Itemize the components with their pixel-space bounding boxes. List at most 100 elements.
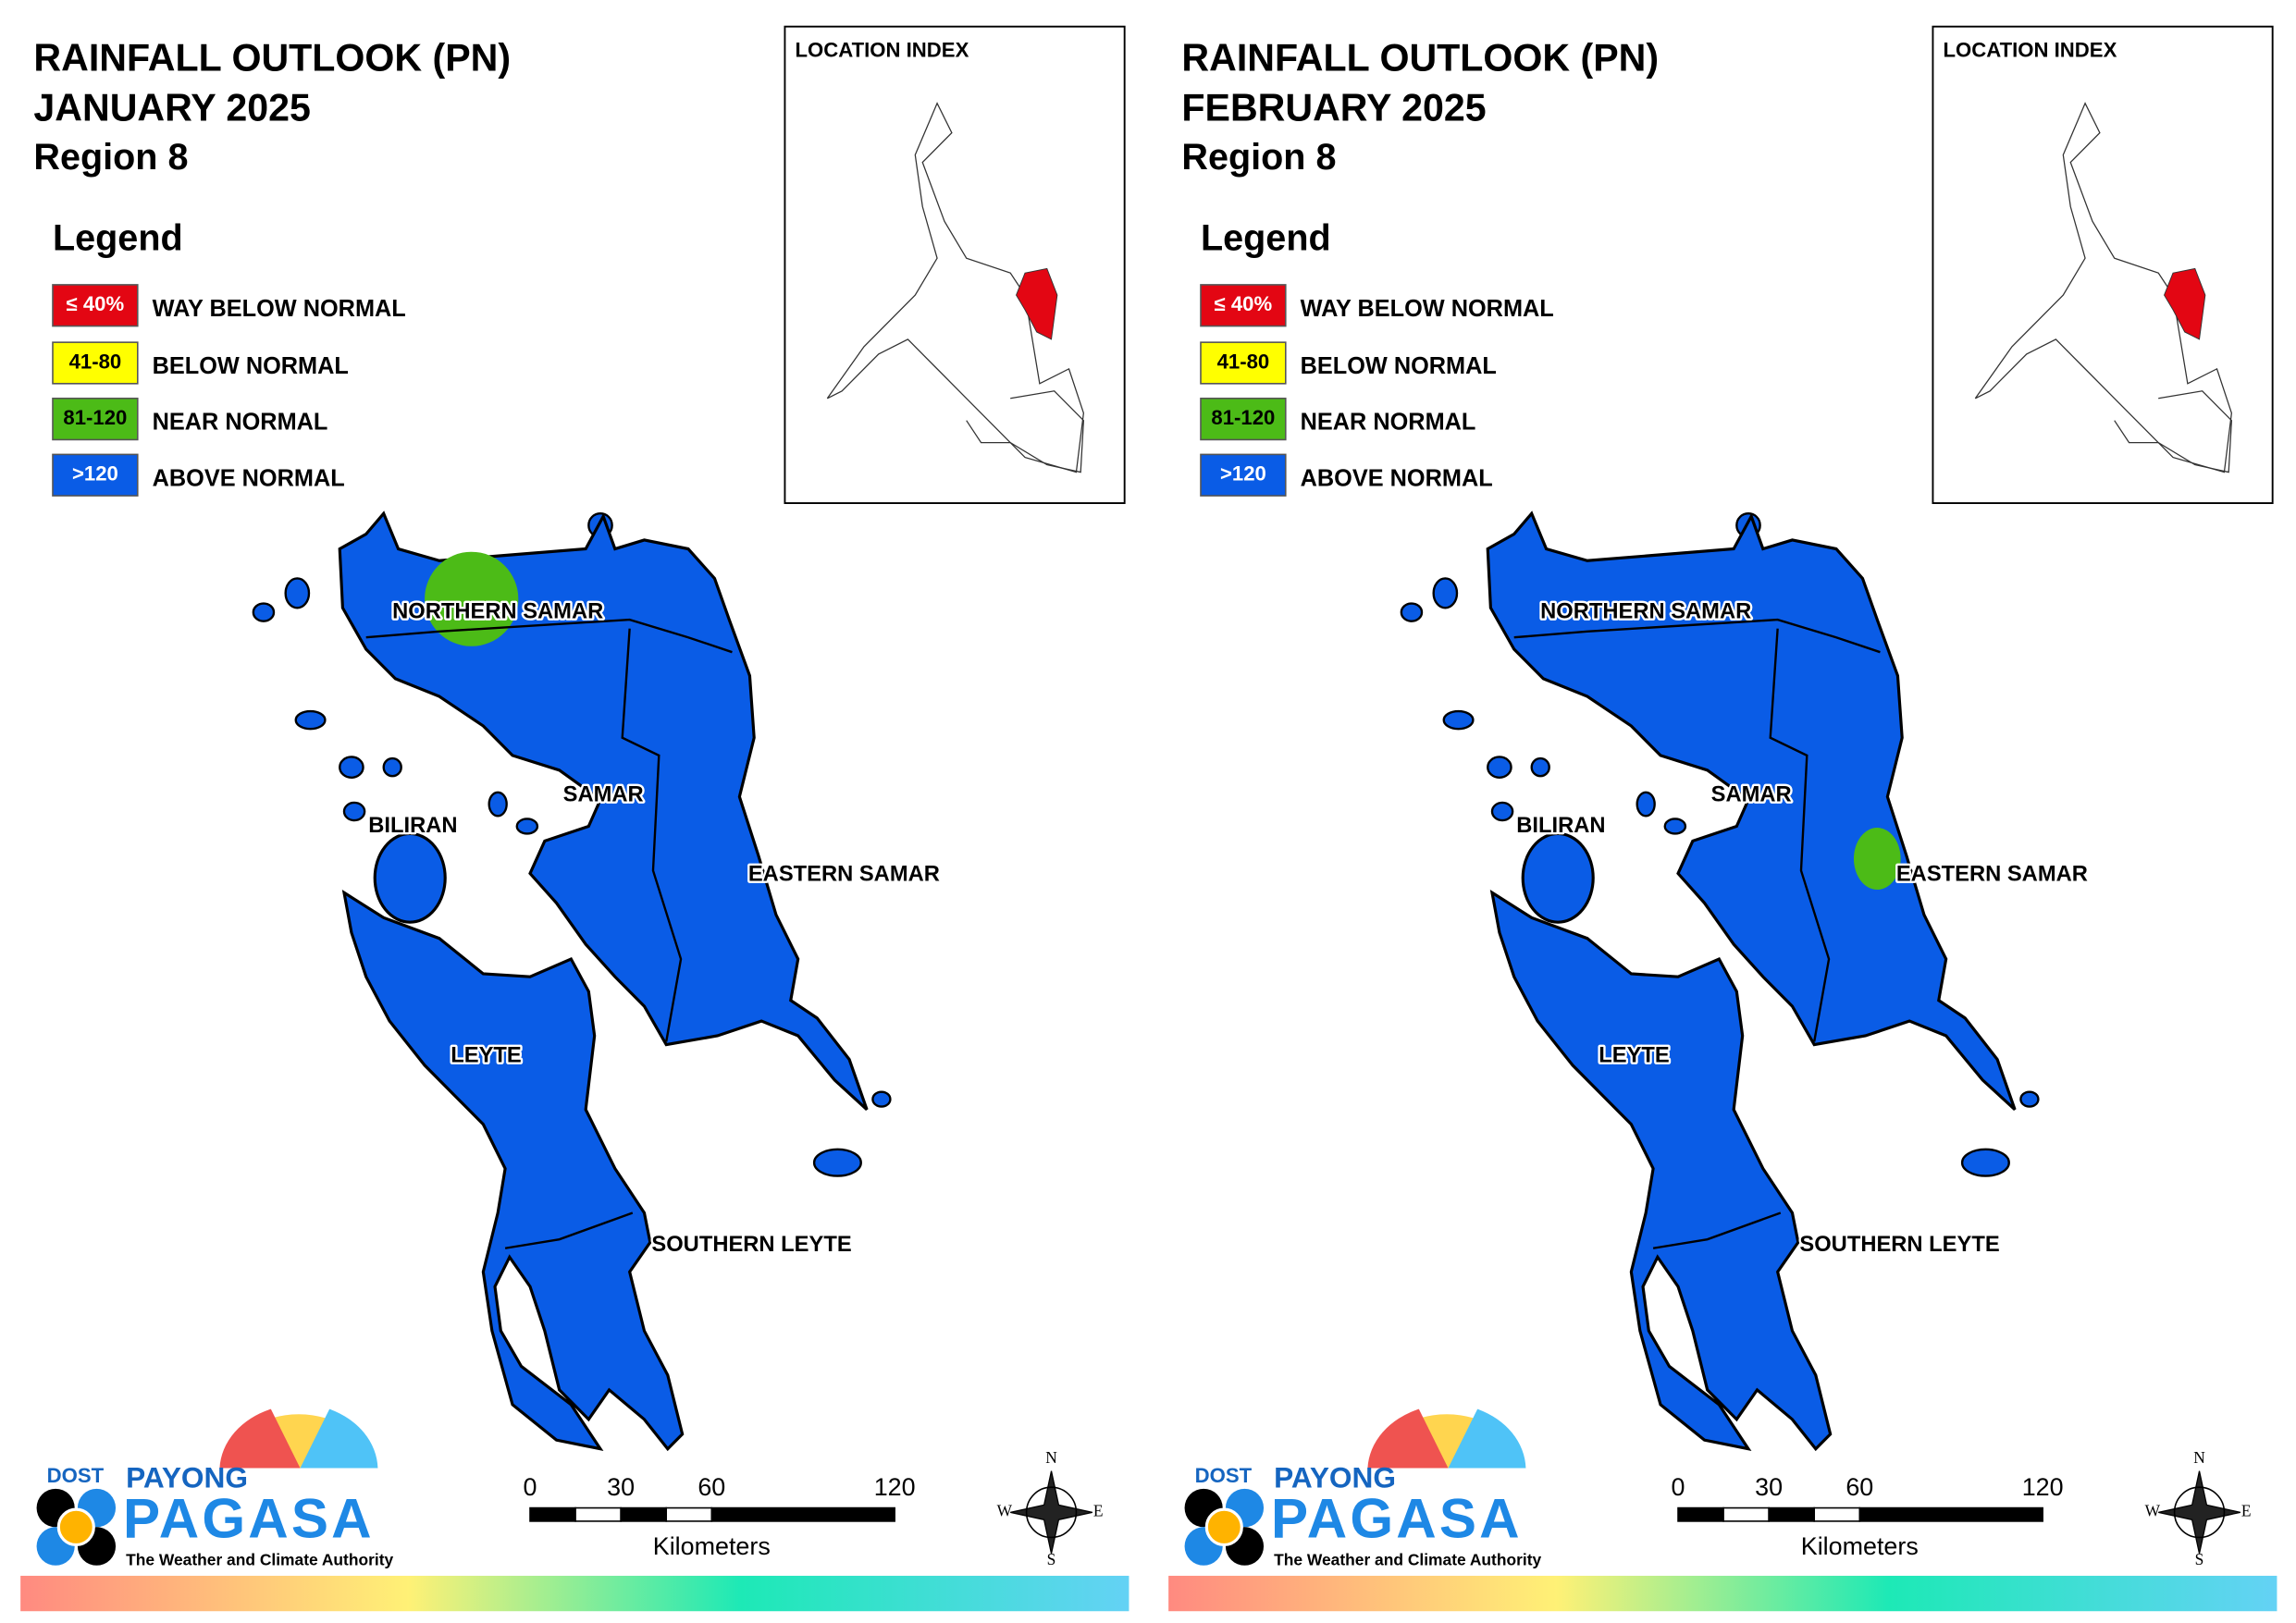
scale-bar-segment — [620, 1506, 668, 1522]
scale-unit: Kilometers — [1801, 1532, 1919, 1560]
province-boundary — [621, 628, 683, 1042]
umbrella-right — [300, 1408, 378, 1469]
island — [284, 577, 311, 609]
island — [515, 818, 539, 835]
province-label: EASTERN SAMAR — [1896, 861, 2088, 886]
map-month: JANUARY 2025 — [33, 86, 311, 129]
island — [1487, 756, 1512, 780]
scale-tick-label: 60 — [1845, 1473, 1873, 1501]
map-title: RAINFALL OUTLOOK (PN) — [1181, 36, 1659, 79]
province-label: BILIRAN — [368, 813, 457, 838]
scale-bar-segment — [574, 1506, 622, 1522]
island — [1636, 791, 1656, 818]
scale-bar-segment — [529, 1506, 576, 1522]
map-region: Region 8 — [33, 137, 188, 178]
province-boundary — [1652, 1211, 1782, 1249]
legend-swatch-label: ≤ 40% — [67, 292, 125, 315]
island — [252, 602, 276, 622]
compass-rose — [1010, 1470, 1092, 1555]
island — [1400, 602, 1424, 622]
location-index-title: LOCATION INDEX — [1944, 39, 2117, 62]
map-panel: RAINFALL OUTLOOK (PN) FEBRUARY 2025 Region… — [1168, 25, 2277, 1612]
legend-label: NEAR NORMAL — [153, 410, 328, 436]
biliran-island — [1521, 831, 1595, 924]
map-month: FEBRUARY 2025 — [1181, 86, 1486, 129]
legend-label: WAY BELOW NORMAL — [153, 296, 406, 322]
logo-payong: PAYONG — [126, 1461, 248, 1494]
island — [1663, 818, 1687, 835]
scale-tick-label: 120 — [874, 1473, 916, 1501]
scale-bar-segment — [1813, 1506, 1861, 1522]
scale-bar-segment — [1858, 1506, 2043, 1522]
color-band — [1168, 1575, 2277, 1612]
island — [382, 756, 402, 778]
province-boundary — [365, 618, 733, 654]
island — [2019, 1090, 2040, 1108]
legend-swatch-label: 41-80 — [1217, 350, 1270, 373]
samar-island — [1486, 510, 2017, 1111]
island — [488, 791, 508, 818]
map-title: RAINFALL OUTLOOK (PN) — [33, 36, 511, 79]
logo-tagline: The Weather and Climate Authority — [126, 1551, 393, 1569]
legend-swatch — [1200, 284, 1287, 327]
island — [342, 801, 366, 822]
scale-bar-segment — [1722, 1506, 1770, 1522]
biliran-island — [373, 831, 447, 924]
map-panel: RAINFALL OUTLOOK (PN) JANUARY 2025 Region … — [20, 25, 1129, 1612]
region-8-highlight — [2164, 267, 2206, 340]
legend-swatch — [1200, 341, 1287, 385]
near-normal-area — [425, 551, 519, 646]
island — [294, 709, 327, 731]
logo-pagasa: PAGASA — [1271, 1486, 1523, 1549]
compass-letter: E — [1093, 1501, 1104, 1519]
legend-swatch — [52, 397, 139, 441]
province-label: SAMAR — [1711, 781, 1792, 806]
samar-island — [338, 510, 869, 1111]
mindanao-outline — [966, 390, 1085, 473]
island — [871, 1090, 892, 1108]
province-label: NORTHERN SAMAR — [392, 598, 603, 623]
legend-swatch — [1200, 453, 1287, 497]
island — [1442, 709, 1475, 731]
province-label: LEYTE — [1599, 1043, 1669, 1068]
legend-swatch-label: >120 — [1220, 462, 1266, 486]
legend-label: ABOVE NORMAL — [1301, 465, 1493, 491]
leyte-island — [1489, 889, 1833, 1452]
compass-letter: W — [997, 1501, 1013, 1519]
logo-pagasa: PAGASA — [123, 1486, 375, 1549]
umbrella-left — [219, 1408, 301, 1469]
island — [1530, 756, 1550, 778]
scale-tick-label: 120 — [2022, 1473, 2064, 1501]
legend-swatch-label: 81-120 — [1211, 406, 1275, 429]
leyte-island — [341, 889, 685, 1452]
legend-swatch — [52, 341, 139, 385]
scale-bar-segment — [710, 1506, 895, 1522]
logo-dost: DOST — [1195, 1464, 1253, 1487]
compass-rose — [2158, 1470, 2240, 1555]
legend-swatch-label: 41-80 — [69, 350, 122, 373]
province-label: EASTERN SAMAR — [748, 861, 940, 886]
legend-title: Legend — [1201, 217, 1331, 258]
compass-ring — [2173, 1486, 2226, 1539]
island — [1490, 801, 1514, 822]
logo-dost: DOST — [47, 1464, 105, 1487]
near-normal-area — [1853, 828, 1901, 891]
legend-swatch-label: >120 — [72, 462, 118, 486]
legend-label: BELOW NORMAL — [1301, 353, 1497, 379]
compass-letter: W — [2145, 1501, 2161, 1519]
region-8-highlight — [1016, 267, 1058, 340]
province-label: LEYTE — [451, 1043, 521, 1068]
province-boundary — [1513, 618, 1881, 654]
province-boundary — [1769, 628, 1831, 1042]
compass-letter: S — [1047, 1550, 1056, 1568]
legend-label: NEAR NORMAL — [1301, 410, 1476, 436]
logo-payong: PAYONG — [1274, 1461, 1396, 1494]
legend-swatch — [52, 284, 139, 327]
province-boundary — [504, 1211, 634, 1249]
scale-tick-label: 30 — [1755, 1473, 1783, 1501]
scale-tick-label: 60 — [697, 1473, 725, 1501]
scale-bar-segment — [665, 1506, 713, 1522]
province-label: BILIRAN — [1516, 813, 1605, 838]
compass-letter: N — [2193, 1448, 2205, 1467]
